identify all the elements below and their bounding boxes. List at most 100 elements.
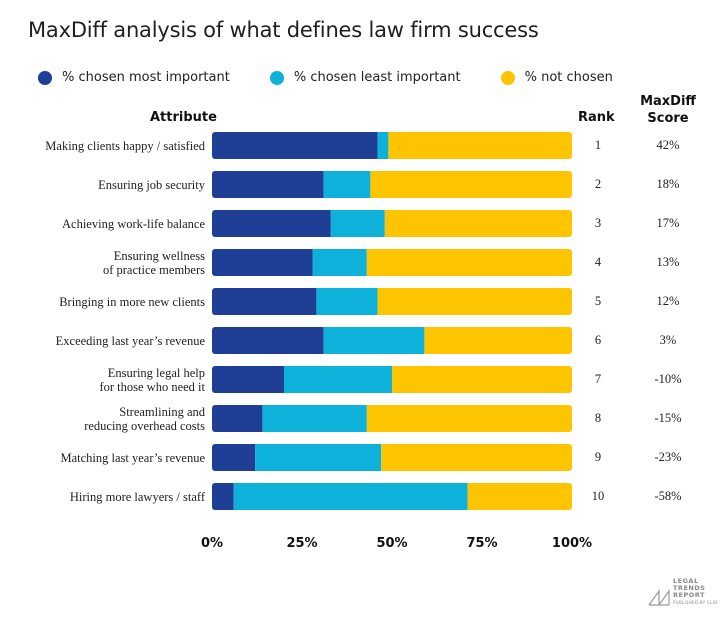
maxdiff-score-value: 13% [656, 254, 680, 269]
category-label-line: for those who need it [99, 379, 205, 394]
bar-segment-least-6 [323, 327, 425, 354]
bar-row-3 [212, 210, 572, 237]
bar-row-10 [212, 483, 572, 510]
bar-segment-not-6 [424, 327, 572, 354]
bar-segment-not-7 [392, 366, 572, 393]
bar-row-8 [212, 405, 572, 432]
rank-value: 6 [594, 332, 602, 347]
maxdiff-score-value: -58% [654, 488, 682, 503]
maxdiff-score-header: MaxDiff Score [630, 93, 706, 127]
legend-label-least: % chosen least important [293, 70, 461, 85]
bar-segment-not-2 [370, 171, 572, 198]
maxdiff-score-value: 12% [656, 293, 680, 308]
maxdiff-score-value: -15% [654, 410, 682, 425]
maxdiff-score-value: 3% [659, 332, 677, 347]
category-label: Making clients happy / satisfied [5, 139, 205, 153]
category-label: Achieving work-life balance [5, 217, 205, 231]
bar-segment-least-10 [233, 483, 468, 510]
category-label-line: of practice members [102, 262, 205, 277]
category-label: Streamlining and reducing overhead costs [5, 405, 205, 433]
bar-segment-most-8 [212, 405, 263, 432]
rank-header: Rank [578, 110, 615, 125]
bar-segment-least-1 [377, 132, 389, 159]
bar-segment-most-5 [212, 288, 317, 315]
category-label-line: reducing overhead costs [84, 418, 205, 433]
rank-value: 3 [594, 215, 602, 230]
logo-mark-icon [648, 589, 670, 606]
bar-row-7 [212, 366, 572, 393]
bar-segment-most-2 [212, 171, 324, 198]
category-label: Ensuring legal help for those who need it [5, 366, 205, 394]
bar-segment-most-9 [212, 444, 256, 471]
attribute-header: Attribute [150, 110, 217, 125]
logo-line1: LEGAL [673, 577, 699, 585]
bar-segment-not-3 [384, 210, 572, 237]
x-tick-label: 25% [286, 536, 318, 551]
bar-row-4 [212, 249, 572, 276]
legend-swatch-most [38, 70, 52, 85]
bar-segment-least-3 [330, 210, 385, 237]
bar-segment-most-3 [212, 210, 331, 237]
bar-row-6 [212, 327, 572, 354]
category-label-line: Ensuring wellness [113, 248, 205, 263]
maxdiff-score-value: 17% [656, 215, 680, 230]
bar-row-5 [212, 288, 572, 315]
maxdiff-score-value: -10% [654, 371, 682, 386]
bar-row-2 [212, 171, 572, 198]
legend: % chosen most important % chosen least i… [38, 70, 653, 85]
bar-segment-least-9 [255, 444, 382, 471]
bar-segment-least-7 [284, 366, 392, 393]
maxdiff-score-value: 18% [656, 176, 680, 191]
maxdiff-score-header-line2: Score [647, 111, 689, 126]
logo-text: LEGAL TRENDS REPORT PUBLISHED BY CLIO [673, 578, 718, 606]
legend-item-not: % not chosen [500, 70, 613, 85]
category-label: Ensuring job security [5, 178, 205, 192]
bar-segment-most-1 [212, 132, 378, 159]
x-tick-label: 100% [551, 536, 593, 551]
legend-label-not: % not chosen [524, 70, 613, 85]
category-label: Hiring more lawyers / staff [5, 490, 205, 504]
legend-item-most: % chosen most important [38, 70, 230, 85]
chart-title: MaxDiff analysis of what defines law fir… [28, 18, 539, 42]
bar-segment-not-10 [467, 483, 572, 510]
category-label-line: Hiring more lawyers / staff [69, 489, 205, 504]
rank-value: 4 [594, 254, 602, 269]
logo-line3: REPORT [673, 591, 705, 599]
category-label-line: Matching last year’s revenue [60, 450, 205, 465]
category-label-line: Exceeding last year’s revenue [55, 333, 205, 348]
rank-value: 9 [594, 449, 602, 464]
logo-line2: TRENDS [673, 584, 706, 592]
legend-label-most: % chosen most important [62, 70, 230, 85]
x-tick-label: 0% [200, 536, 224, 551]
bar-row-1 [212, 132, 572, 159]
rank-value: 5 [594, 293, 602, 308]
maxdiff-score-value: -23% [654, 449, 682, 464]
logo-line4: PUBLISHED BY CLIO [673, 600, 718, 605]
bar-segment-most-10 [212, 483, 234, 510]
bar-segment-most-4 [212, 249, 313, 276]
maxdiff-score-value: 42% [656, 137, 680, 152]
legend-swatch-least [269, 70, 284, 85]
category-label-line: Streamlining and [119, 404, 205, 419]
category-label: Matching last year’s revenue [5, 451, 205, 465]
category-label: Ensuring wellness of practice members [5, 249, 205, 277]
bar-segment-not-8 [366, 405, 572, 432]
rank-value: 10 [591, 488, 605, 503]
bar-row-9 [212, 444, 572, 471]
legend-swatch-not [500, 70, 515, 85]
bar-segment-not-4 [366, 249, 572, 276]
rank-value: 8 [594, 410, 602, 425]
category-label-line: Ensuring job security [98, 177, 205, 192]
bar-segment-least-5 [316, 288, 378, 315]
bar-segment-least-4 [312, 249, 367, 276]
category-label: Bringing in more new clients [5, 295, 205, 309]
legal-trends-report-logo: LEGAL TRENDS REPORT PUBLISHED BY CLIO [648, 578, 718, 606]
bar-segment-least-8 [262, 405, 367, 432]
category-label-line: Achieving work-life balance [62, 216, 205, 231]
bar-segment-not-1 [388, 132, 572, 159]
rank-value: 1 [594, 137, 602, 152]
maxdiff-score-header-line1: MaxDiff [640, 94, 696, 109]
category-label-line: Making clients happy / satisfied [45, 138, 205, 153]
legend-item-least: % chosen least important [269, 70, 461, 85]
